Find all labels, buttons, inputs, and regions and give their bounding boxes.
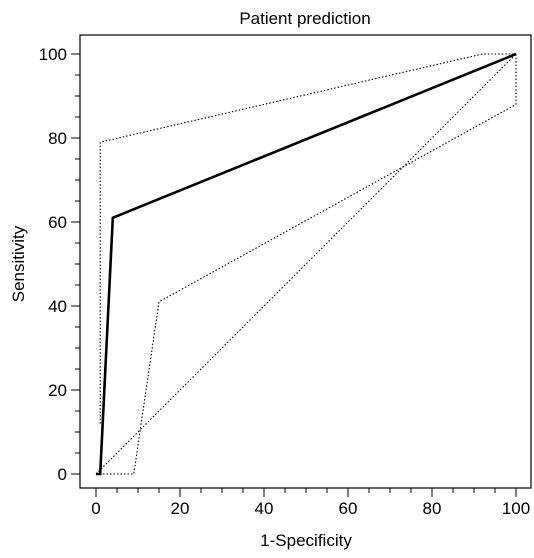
y-tick-label: 60 [48,213,67,232]
roc-series-2-line [99,53,516,424]
y-tick-label: 100 [39,45,67,64]
y-tick-label: 40 [48,297,67,316]
roc-series-1-line [96,52,517,476]
x-tick-label: 40 [255,499,274,518]
y-tick-label: 20 [48,381,67,400]
roc-series-3-line [96,54,517,475]
x-tick-label: 0 [91,499,100,518]
x-tick-label: 20 [171,499,190,518]
plot-lines [95,52,517,476]
y-tick-label: 80 [48,129,67,148]
x-tick-label: 60 [339,499,358,518]
y-axis-label: Sensitivity [9,225,28,302]
y-axis-ticks: 0 20 40 60 80 100 [39,45,80,484]
x-tick-label: 80 [423,499,442,518]
y-tick-label: 0 [58,465,67,484]
x-axis-label: 1-Specificity [260,531,352,550]
plot-frame [79,34,532,489]
chart-title: Patient prediction [239,9,370,28]
roc-series-4-line [95,53,517,475]
x-axis-ticks: 0 20 40 60 80 100 [91,488,530,518]
x-tick-label: 100 [502,499,530,518]
